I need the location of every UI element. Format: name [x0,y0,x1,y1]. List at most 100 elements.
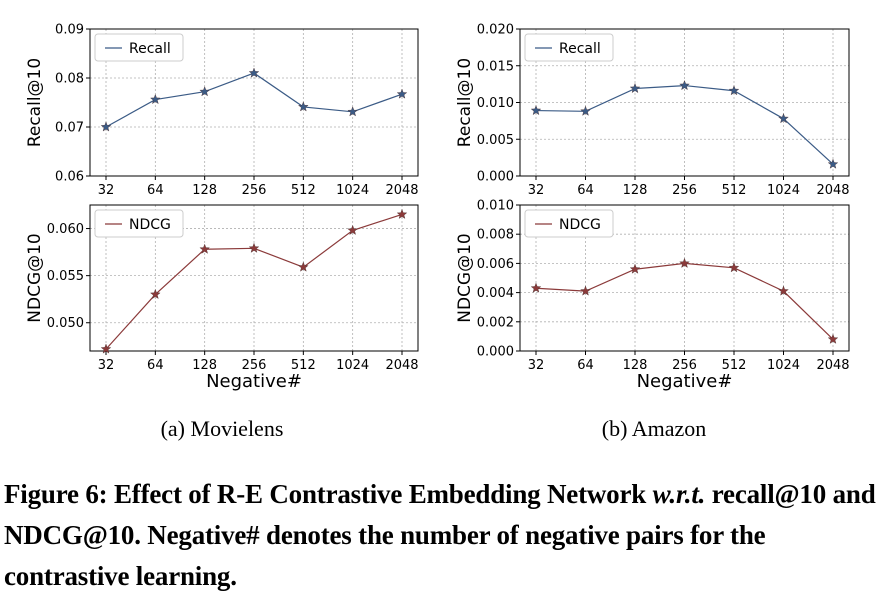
y-tick-label: 0.015 [477,59,514,74]
y-tick-label: 0.07 [55,121,84,136]
x-tick-label: 64 [577,358,594,373]
y-tick-label: 0.000 [477,170,514,185]
plot-frame [519,28,850,177]
y-tick-label: 0.09 [55,23,84,38]
x-tick-label: 128 [192,183,217,198]
x-tick-label: 2048 [816,183,849,198]
data-point-star [580,105,591,116]
subcaption-b: (b) Amazon [602,416,706,441]
data-point-star [580,285,591,296]
x-tick-label: 256 [242,183,267,198]
data-point-star [679,257,690,268]
x-tick-label: 1024 [767,183,800,198]
plot-frame [89,28,419,177]
y-tick-label: 0.055 [47,269,84,284]
legend-box [94,33,184,62]
y-tick-label: 0.008 [477,228,514,243]
plot-frame [519,204,850,352]
data-point-star [679,80,690,91]
data-point-star [396,208,408,219]
data-point-star [347,106,358,117]
data-point-star [530,105,542,116]
subcaption-a: (a) Movielens [161,416,284,441]
y-axis-label: Recall@10 [455,58,475,147]
data-point-star [347,224,358,235]
data-point-star [248,67,260,78]
x-tick-label: 32 [98,183,115,198]
data-point-star [629,82,641,94]
y-tick-label: 0.004 [477,286,514,301]
legend-label: Recall [559,41,601,57]
data-point-star [100,343,112,354]
x-tick-label: 64 [577,183,594,198]
y-tick-label: 0.002 [477,315,514,330]
x-tick-label: 512 [291,183,316,198]
chart-panel-b-recall: 32 64 128 256 512 1024 2048 0.000 0.005 0.010 0.01… [455,23,850,199]
x-axis-label: Negative# [206,371,302,392]
y-tick-label: 0.050 [47,316,84,331]
data-point-star [778,285,789,296]
data-point-star [150,288,161,299]
y-tick-label: 0.000 [477,345,514,360]
caption-text-1: Figure 6: Effect of R-E Contrastive Embe… [4,479,653,509]
plot-frame [89,204,419,352]
y-tick-label: 0.010 [477,96,514,111]
data-point-star [827,158,839,169]
x-tick-label: 512 [291,358,316,373]
y-tick-label: 0.08 [55,72,84,87]
x-tick-label: 2048 [816,358,849,373]
data-point-star [199,243,210,254]
x-tick-label: 512 [722,358,747,373]
x-tick-label: 128 [623,358,648,373]
legend-label: Recall [129,41,171,57]
x-tick-label: 2048 [385,183,418,198]
x-tick-label: 1024 [336,358,369,373]
data-point-star [827,333,839,344]
x-tick-label: 256 [672,183,697,198]
data-point-star [298,261,309,272]
legend-label: NDCG [559,217,601,233]
x-tick-label: 1024 [336,183,369,198]
x-tick-label: 512 [722,183,747,198]
data-point-star [396,88,408,99]
y-tick-label: 0.06 [55,170,84,185]
data-point-star [728,262,740,273]
y-axis-label: NDCG@10 [25,233,45,322]
x-tick-label: 32 [528,183,545,198]
chart-panel-a-recall: 32 64 128 256 512 1024 2048 0.06 0.07 0.08 0.09 Rec… [25,23,419,199]
chart-panel-b-ndcg: 32 64 128 256 512 1024 2048 0.000 0.002 0.004 0.00… [455,199,850,393]
legend-box [524,33,614,62]
x-tick-label: 64 [147,183,164,198]
x-tick-label: 256 [672,358,697,373]
y-tick-label: 0.006 [477,257,514,272]
data-point-star [298,101,309,112]
data-point-star [199,86,210,97]
caption-italic: w.r.t. [652,479,706,509]
caption-text-2: recall@10 and NDCG@10. Negative# denotes… [4,479,876,591]
y-axis-label: Recall@10 [25,58,45,147]
x-tick-label: 32 [528,358,545,373]
y-tick-label: 0.010 [477,199,514,214]
data-point-star [100,121,112,132]
x-tick-label: 2048 [385,358,418,373]
data-point-star [629,263,641,274]
figure-caption: Figure 6: Effect of R-E Contrastive Embe… [4,474,890,597]
legend-label: NDCG [129,217,171,233]
y-tick-label: 0.005 [477,133,514,148]
x-tick-label: 1024 [767,358,800,373]
data-point-star [248,242,260,253]
data-point-star [530,282,542,293]
x-tick-label: 256 [242,358,267,373]
legend-box [524,209,614,238]
legend-box [94,209,184,238]
data-point-star [728,85,740,96]
x-tick-label: 64 [147,358,164,373]
y-tick-label: 0.060 [47,222,84,237]
y-axis-label: NDCG@10 [455,233,475,322]
data-point-star [150,93,161,105]
data-point-star [778,113,789,124]
x-tick-label: 128 [192,358,217,373]
x-tick-label: 32 [98,358,115,373]
